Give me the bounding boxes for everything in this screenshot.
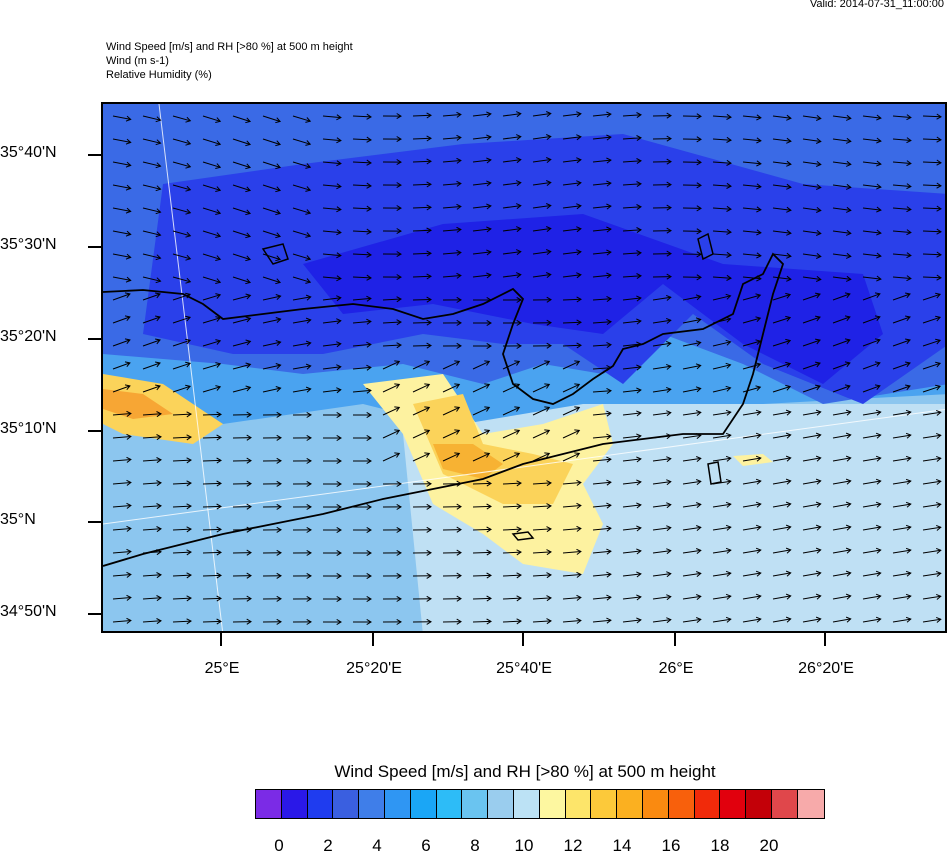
colorbar-cell (669, 790, 695, 818)
lat-label-5: 35°N (0, 511, 80, 529)
title-line-1: Wind Speed [m/s] and RH [>80 %] at 500 m… (106, 40, 353, 54)
lat-label-1: 35°40'N (0, 144, 80, 162)
colorbar-cell (695, 790, 721, 818)
lon-tick-2 (372, 633, 374, 646)
colorbar-cell (798, 790, 824, 818)
colorbar-label: 10 (504, 836, 544, 856)
colorbar-cell (746, 790, 772, 818)
colorbar-label: 16 (651, 836, 691, 856)
colorbar-cell (643, 790, 669, 818)
lat-tick-4 (88, 430, 101, 432)
colorbar-label: 4 (357, 836, 397, 856)
colorbar-cell (591, 790, 617, 818)
colorbar-label: 14 (602, 836, 642, 856)
title-line-2: Wind (m s-1) (106, 54, 169, 68)
colorbar-cell (720, 790, 746, 818)
colorbar-label: 20 (749, 836, 789, 856)
map-panel (101, 102, 947, 633)
colorbar-cell (617, 790, 643, 818)
colorbar-cell (514, 790, 540, 818)
lon-label-2: 25°20'E (324, 660, 424, 678)
lon-label-1: 25°E (172, 660, 272, 678)
colorbar-cell (540, 790, 566, 818)
lat-tick-2 (88, 246, 101, 248)
lon-tick-5 (824, 633, 826, 646)
lat-tick-1 (88, 154, 101, 156)
colorbar-cell (282, 790, 308, 818)
colorbar-cell (411, 790, 437, 818)
colorbar-label: 2 (308, 836, 348, 856)
colorbar-cell (437, 790, 463, 818)
colorbar-cell (462, 790, 488, 818)
lon-tick-4 (674, 633, 676, 646)
colorbar-cell (488, 790, 514, 818)
colorbar-label: 12 (553, 836, 593, 856)
lon-tick-3 (522, 633, 524, 646)
lat-label-3: 35°20'N (0, 328, 80, 346)
colorbar-label: 0 (259, 836, 299, 856)
lat-label-4: 35°10'N (0, 420, 80, 438)
colorbar-cell (333, 790, 359, 818)
colorbar-title: Wind Speed [m/s] and RH [>80 %] at 500 m… (0, 762, 948, 782)
lat-label-2: 35°30'N (0, 236, 80, 254)
colorbar-cell (308, 790, 334, 818)
lon-label-5: 26°20'E (776, 660, 876, 678)
colorbar-label: 8 (455, 836, 495, 856)
lon-tick-1 (220, 633, 222, 646)
colorbar-label: 18 (700, 836, 740, 856)
lon-label-4: 26°E (626, 660, 726, 678)
wind-field-map (103, 104, 947, 633)
colorbar-cell (385, 790, 411, 818)
colorbar-cell (359, 790, 385, 818)
valid-time: Valid: 2014-07-31_11:00:00 (810, 0, 944, 10)
colorbar (255, 789, 825, 819)
lon-label-3: 25°40'E (474, 660, 574, 678)
lat-tick-6 (88, 613, 101, 615)
lat-label-6: 34°50'N (0, 603, 80, 621)
colorbar-cell (256, 790, 282, 818)
colorbar-label: 6 (406, 836, 446, 856)
colorbar-cell (566, 790, 592, 818)
colorbar-cell (772, 790, 798, 818)
title-line-3: Relative Humidity (%) (106, 68, 212, 82)
lat-tick-5 (88, 521, 101, 523)
lat-tick-3 (88, 338, 101, 340)
